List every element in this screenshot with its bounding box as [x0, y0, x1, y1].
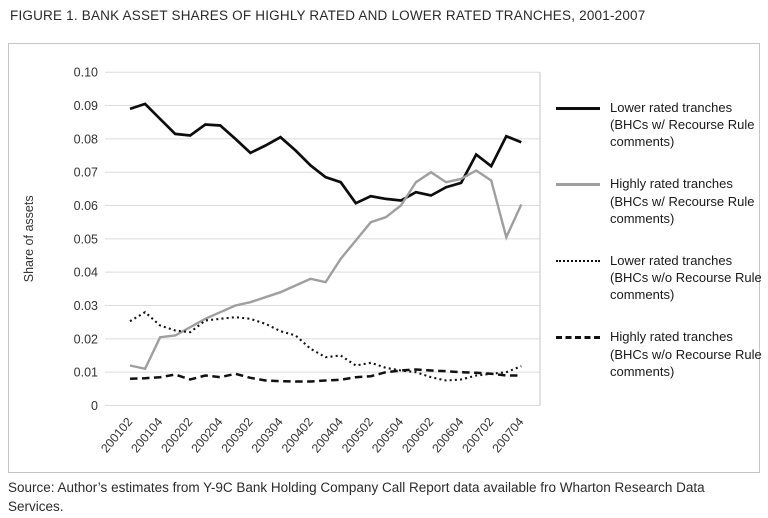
series-line-lower-rated-without-comments: [129, 310, 522, 382]
source-note: Source: Author’s estimates from Y-9C Ban…: [8, 480, 705, 514]
x-tick-label: 200202: [158, 415, 195, 456]
x-tick-label: 200304: [249, 415, 286, 456]
x-tick-label: 200602: [399, 415, 436, 456]
y-axis-title: Share of assets: [22, 195, 36, 282]
y-tick-label: 0.09: [74, 99, 98, 113]
x-tick-label: 200604: [429, 415, 466, 456]
x-tick-label: 200402: [279, 415, 316, 456]
x-tick-label: 200204: [188, 415, 225, 456]
series-line-highly-rated-with-comments: [129, 169, 523, 371]
chart-panel: 0.10 0.09 0.08 0.07 0.06 0.05 0.04 0.03 0.02 0.01…: [8, 43, 760, 473]
figure-title: FIGURE 1. BANK ASSET SHARES OF HIGHLY RA…: [10, 8, 646, 23]
series-line-lower-rated-with-comments: [129, 102, 522, 205]
x-tick-label: 200104: [128, 415, 165, 456]
chart-canvas: 0.10 0.09 0.08 0.07 0.06 0.05 0.04 0.03 0.02 0.01…: [22, 66, 541, 456]
legend-item-highly-rated-without: Highly rated tranches (BHCs w/o Recourse…: [556, 328, 762, 379]
x-tick-label: 200502: [339, 415, 376, 456]
y-tick-label: 0.02: [74, 332, 98, 346]
solid-black-line-sample-icon: [556, 107, 600, 110]
x-tick-label: 200704: [489, 415, 526, 456]
y-tick-label: 0.10: [74, 66, 98, 80]
legend: Lower rated tranches (BHCs w/ Recourse R…: [556, 99, 762, 380]
legend-label: Highly rated tranches (BHCs w/ Recourse …: [610, 176, 755, 226]
legend-label: Lower rated tranches (BHCs w/o Recourse …: [610, 252, 762, 303]
y-tick-label: 0.08: [74, 132, 98, 146]
legend-item-lower-rated-without: Lower rated tranches (BHCs w/o Recourse …: [556, 252, 762, 303]
y-tick-label: 0: [91, 399, 98, 413]
x-tick-label: 200702: [459, 415, 496, 456]
y-tick-label: 0.06: [74, 199, 98, 213]
legend-label: Lower rated tranches (BHCs w/ Recourse R…: [610, 100, 755, 150]
y-tick-label: 0.03: [74, 299, 98, 313]
y-tick-label: 0.01: [74, 366, 98, 380]
y-tick-label: 0.05: [74, 232, 98, 246]
legend-item-highly-rated-with: Highly rated tranches (BHCs w/ Recourse …: [556, 175, 762, 226]
legend-label: Highly rated tranches (BHCs w/o Recourse…: [610, 329, 762, 379]
y-tick-label: 0.07: [74, 166, 98, 180]
x-tick-label: 200302: [219, 415, 256, 456]
legend-item-lower-rated-with: Lower rated tranches (BHCs w/ Recourse R…: [556, 99, 762, 150]
solid-gray-line-sample-icon: [556, 183, 600, 187]
x-tick-label: 200102: [98, 415, 135, 456]
dotted-line-sample-icon: [556, 259, 600, 262]
series-line-highly-rated-without-comments: [129, 368, 522, 383]
x-tick-label: 200504: [369, 415, 406, 456]
x-tick-label: 200404: [309, 415, 346, 456]
y-tick-label: 0.04: [74, 266, 98, 280]
dashed-line-sample-icon: [556, 336, 600, 340]
